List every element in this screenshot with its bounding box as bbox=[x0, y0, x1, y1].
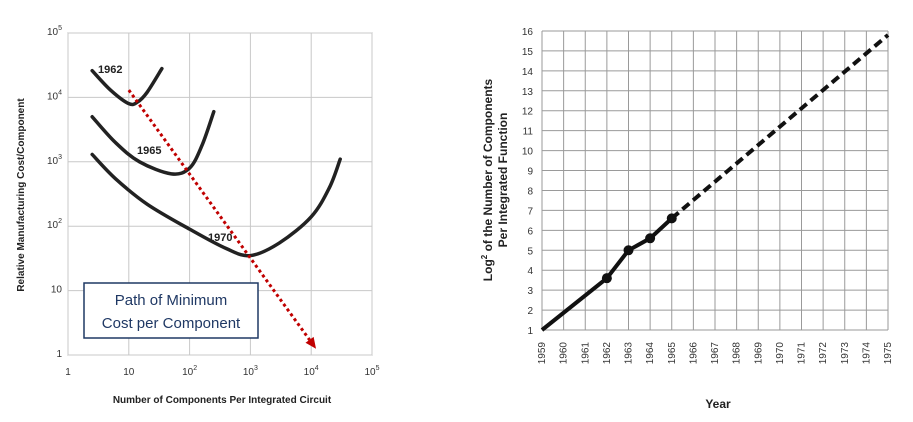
curve-label-1965: 1965 bbox=[137, 145, 161, 157]
right-x-tick-label: 1970 bbox=[775, 342, 786, 365]
right-markers bbox=[601, 213, 677, 284]
right-y-tick-label: 12 bbox=[522, 107, 534, 118]
minimum-cost-arrowhead bbox=[305, 336, 317, 349]
right-x-tick-label: 1964 bbox=[645, 342, 656, 365]
right-x-tick-label: 1974 bbox=[861, 342, 872, 365]
right-x-tick-label: 1962 bbox=[602, 342, 613, 365]
left-x-tick-label: 102 bbox=[182, 365, 197, 378]
data-point-marker bbox=[623, 245, 634, 256]
right-x-tick-label: 1966 bbox=[688, 342, 699, 365]
left-x-tick-label: 10 bbox=[123, 367, 135, 378]
right-y-tick-label: 2 bbox=[527, 306, 533, 317]
left-y-tick-label: 104 bbox=[47, 89, 62, 102]
right-tick-labels: 1959 1960 1961 1962 1963 1964 1965 1966 1967 1968… bbox=[522, 27, 894, 364]
left-x-axis-title: Number of Components Per Integrated Circ… bbox=[113, 395, 332, 406]
annotation-box bbox=[83, 282, 259, 339]
left-x-tick-label: 1 bbox=[65, 367, 71, 378]
right-x-tick-label: 1967 bbox=[710, 342, 721, 365]
left-y-axis-title: Relative Manufacturing Cost/Component bbox=[16, 98, 27, 292]
right-y-tick-label: 3 bbox=[527, 286, 533, 297]
right-x-tick-label: 1961 bbox=[580, 342, 591, 365]
left-x-tick-label: 105 bbox=[364, 365, 379, 378]
right-grid bbox=[541, 30, 889, 331]
right-x-tick-label: 1959 bbox=[537, 342, 548, 365]
left-y-tick-label: 102 bbox=[47, 218, 62, 231]
data-point-marker bbox=[666, 213, 677, 224]
annotation-callout: Path of Minimum Cost per Component bbox=[83, 282, 259, 339]
right-y-tick-label: 11 bbox=[523, 127, 534, 138]
curve-label-1962: 1962 bbox=[98, 64, 122, 76]
right-x-tick-label: 1968 bbox=[732, 342, 743, 365]
components-growth-chart: 1959 1960 1961 1962 1963 1964 1965 1966 1967 1968… bbox=[480, 27, 894, 411]
data-point-marker bbox=[645, 233, 656, 244]
left-x-tick-label: 104 bbox=[304, 365, 319, 378]
left-curve-labels: 1962 1965 1970 bbox=[98, 64, 232, 244]
curve-label-1970: 1970 bbox=[208, 232, 232, 244]
projection-dashed-line bbox=[670, 33, 890, 220]
right-x-tick-label: 1971 bbox=[797, 342, 808, 365]
left-tick-labels: 1 10 102 103 104 105 1 10 102 103 104 105 bbox=[47, 25, 380, 378]
right-y-tick-label: 4 bbox=[527, 266, 533, 277]
right-y-axis-title-line-1: Log2 of the Number of Components bbox=[480, 78, 495, 281]
data-point-marker bbox=[601, 273, 612, 284]
cost-curve-1962 bbox=[90, 66, 164, 107]
right-x-tick-label: 1965 bbox=[667, 342, 678, 365]
left-y-tick-label: 105 bbox=[47, 25, 62, 38]
right-y-tick-label: 6 bbox=[527, 226, 533, 237]
cost-curve-1965 bbox=[90, 109, 216, 176]
right-y-tick-label: 8 bbox=[527, 186, 533, 197]
right-y-tick-label: 16 bbox=[522, 27, 534, 38]
right-x-tick-label: 1963 bbox=[624, 342, 635, 365]
left-x-tick-label: 103 bbox=[243, 365, 258, 378]
right-x-axis-title: Year bbox=[705, 397, 731, 411]
left-y-tick-label: 10 bbox=[51, 285, 63, 296]
right-y-tick-label: 14 bbox=[522, 67, 534, 78]
right-x-tick-label: 1975 bbox=[883, 342, 894, 365]
annotation-line-2: Cost per Component bbox=[102, 315, 241, 332]
right-x-tick-label: 1972 bbox=[818, 342, 829, 365]
right-y-tick-label: 9 bbox=[527, 167, 533, 178]
left-y-tick-label: 1 bbox=[56, 349, 62, 360]
left-y-tick-label: 103 bbox=[47, 154, 62, 167]
right-x-tick-label: 1969 bbox=[753, 342, 764, 365]
right-y-tick-label: 1 bbox=[527, 326, 533, 337]
right-y-axis-title-line-2: Per Integrated Function bbox=[496, 113, 510, 248]
right-x-tick-label: 1960 bbox=[559, 342, 570, 365]
right-y-tick-label: 7 bbox=[527, 206, 533, 217]
right-y-tick-label: 15 bbox=[522, 47, 534, 58]
right-y-tick-label: 13 bbox=[522, 87, 534, 98]
right-x-tick-label: 1973 bbox=[840, 342, 851, 365]
right-y-tick-label: 10 bbox=[522, 147, 534, 158]
cost-curve-1970 bbox=[90, 152, 342, 258]
annotation-line-1: Path of Minimum bbox=[115, 292, 228, 309]
right-y-tick-label: 5 bbox=[527, 246, 533, 257]
left-curves bbox=[90, 66, 342, 258]
